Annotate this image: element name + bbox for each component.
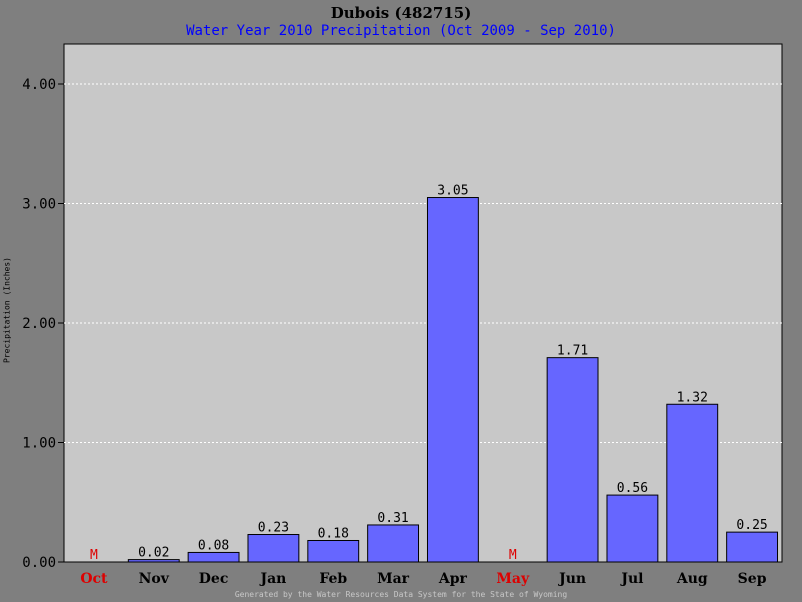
data-label-jul: 0.56 [617,481,648,496]
bar-aug [666,403,719,563]
data-label-aug: 1.32 [677,390,708,405]
bar-mar [367,524,420,563]
y-tick-label: 1.00 [22,436,56,452]
bar-feb [307,539,360,563]
x-tick-label-jul: Jul [619,571,643,587]
x-tick-label-aug: Aug [676,571,708,587]
y-tick-label: 3.00 [22,197,56,213]
bar-jul [606,494,659,563]
x-tick-label-feb: Feb [319,571,347,587]
y-tick-label: 0.00 [22,555,56,571]
missing-label-may: M [509,548,517,563]
missing-label-oct: M [90,548,98,563]
bar-jun [546,357,599,563]
y-tick-label: 4.00 [22,77,56,93]
bar-dec [187,551,240,563]
bar-apr [426,197,479,563]
chart-title: Dubois (482715) [330,4,472,22]
data-label-apr: 3.05 [437,184,468,199]
plot-area [63,43,783,563]
data-label-jan: 0.23 [258,521,289,536]
x-tick-label-jan: Jan [258,571,286,587]
x-tick-label-oct: Oct [80,571,108,587]
chart-subtitle: Water Year 2010 Precipitation (Oct 2009 … [186,23,616,39]
data-label-nov: 0.02 [138,546,169,561]
bar-nov [127,559,180,563]
data-label-jun: 1.71 [557,344,588,359]
chart-footer: Generated by the Water Resources Data Sy… [234,590,568,599]
bar-sep [726,531,779,563]
x-tick-label-apr: Apr [438,571,468,587]
x-tick-label-mar: Mar [377,571,410,587]
data-label-feb: 0.18 [318,526,349,541]
x-tick-label-may: May [496,571,530,587]
y-tick-label: 2.00 [22,316,56,332]
x-tick-label-sep: Sep [738,571,767,587]
x-tick-label-nov: Nov [139,571,170,587]
data-label-mar: 0.31 [377,511,408,526]
data-label-sep: 0.25 [736,518,767,533]
x-tick-label-jun: Jun [557,571,586,587]
bar-jan [247,534,300,563]
data-label-dec: 0.08 [198,538,229,553]
x-tick-label-dec: Dec [199,571,229,587]
